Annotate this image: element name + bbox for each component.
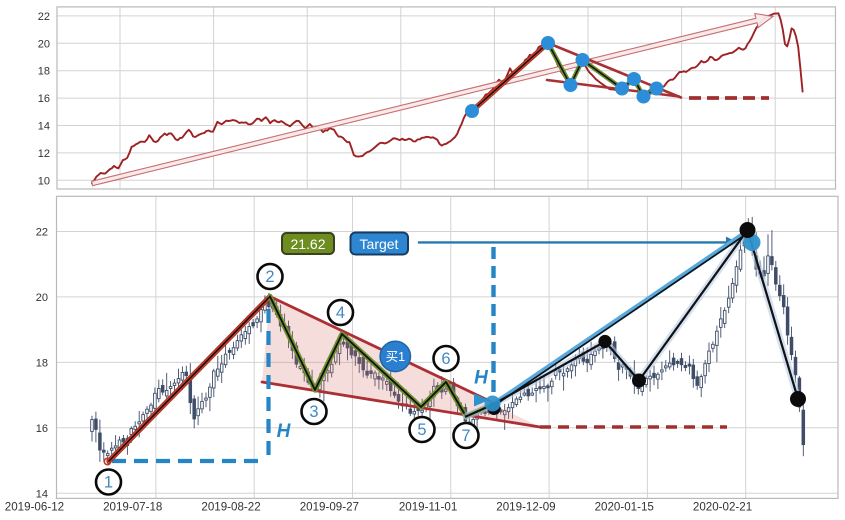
svg-text:20: 20 — [38, 38, 50, 50]
svg-text:2019-11-01: 2019-11-01 — [399, 501, 457, 514]
svg-text:6: 6 — [441, 350, 450, 368]
svg-text:2019-06-12: 2019-06-12 — [5, 501, 64, 514]
svg-text:12: 12 — [38, 148, 50, 160]
svg-text:4: 4 — [336, 304, 345, 322]
svg-text:18: 18 — [38, 66, 50, 78]
svg-text:2019-07-18: 2019-07-18 — [103, 501, 162, 514]
svg-text:2019-09-27: 2019-09-27 — [300, 501, 359, 514]
svg-text:1: 1 — [104, 474, 113, 492]
svg-text:5: 5 — [417, 421, 426, 439]
svg-text:16: 16 — [36, 423, 48, 435]
svg-text:14: 14 — [36, 488, 48, 500]
svg-text:2019-08-22: 2019-08-22 — [201, 501, 260, 514]
svg-text:买1: 买1 — [386, 350, 406, 364]
svg-text:2019-12-09: 2019-12-09 — [496, 501, 555, 514]
svg-text:18: 18 — [36, 357, 48, 369]
svg-text:21.62: 21.62 — [290, 236, 325, 252]
svg-text:2: 2 — [265, 268, 274, 286]
svg-text:Target: Target — [360, 236, 399, 252]
svg-text:2020-01-15: 2020-01-15 — [595, 501, 654, 514]
svg-text:7: 7 — [461, 427, 470, 445]
svg-text:22: 22 — [36, 227, 48, 239]
svg-text:3: 3 — [309, 403, 318, 421]
svg-text:H: H — [474, 368, 489, 389]
svg-text:20: 20 — [36, 292, 48, 304]
svg-text:10: 10 — [38, 175, 50, 187]
svg-text:H: H — [277, 421, 292, 442]
svg-text:16: 16 — [38, 93, 50, 105]
svg-text:14: 14 — [38, 121, 50, 133]
svg-text:2020-02-21: 2020-02-21 — [693, 501, 752, 514]
svg-text:22: 22 — [38, 11, 50, 23]
